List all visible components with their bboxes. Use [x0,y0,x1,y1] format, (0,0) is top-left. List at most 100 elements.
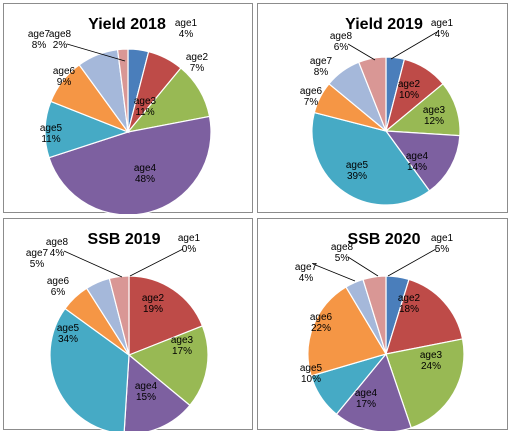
data-label-age3: age3 11% [134,96,157,118]
leader-line-age1 [387,248,437,277]
pie-slice-age6 [307,286,387,377]
data-label-value: 7% [190,63,205,74]
data-label-value: 4% [50,248,65,259]
leader-line-age8 [63,250,123,278]
data-label-category: age8 [330,31,353,42]
chart-panel-yield-2019: Yield 2019 age1 4% age2 10% age3 12% age4 14% age… [257,3,508,213]
pie-slice-age5 [49,307,130,431]
leader-line-age1 [390,31,438,60]
data-label-value: 7% [304,97,319,108]
data-label-age6: age6 7% [300,86,323,108]
data-label-value: 19% [143,304,163,315]
data-label-age3: age3 24% [420,350,443,372]
data-label-value: 10% [301,374,321,385]
data-label-category: age4 [135,381,158,392]
data-label-age3: age3 12% [423,105,446,127]
data-label-age2: age2 7% [186,52,209,74]
data-label-age2: age2 10% [398,79,421,101]
data-label-age6: age6 9% [53,66,76,88]
data-label-category: age4 [134,163,157,174]
data-label-category: age2 [186,52,209,63]
data-label-category: age4 [406,151,429,162]
pie-chart-svg: Yield 2019 age1 4%age2 10%age3 12%age4 14%age… [300,16,461,206]
data-label-value: 9% [57,77,72,88]
chart-title: SSB 2020 [348,231,421,248]
leader-line-age8 [66,43,126,62]
chart-panel-ssb-2020: SSB 2020 age1 5% age2 18% age3 24% age4 17% age5 1… [257,218,508,431]
data-label-age5: age5 10% [300,363,323,385]
data-label-age4: age4 15% [135,381,158,403]
data-label-category: age3 [423,105,446,116]
data-label-age4: age4 17% [355,388,378,410]
pie-slice-age4 [48,115,212,214]
data-label-value: 18% [399,304,419,315]
data-label-age1: age1 5% [431,233,454,255]
data-label-age8: age8 5% [331,242,354,264]
data-label-category: age8 [331,242,354,253]
data-label-age5: age5 34% [57,323,80,345]
data-label-age7: age7 5% [26,248,49,270]
data-label-value: 5% [335,253,350,264]
data-label-value: 15% [136,392,156,403]
pie-slice-age2 [385,278,464,355]
data-label-age4: age4 48% [134,163,157,185]
data-label-category: age5 [40,123,63,134]
data-label-category: age5 [57,323,80,334]
data-label-age8: age8 4% [46,237,69,259]
data-label-value: 8% [314,67,329,78]
data-label-age7: age7 4% [295,262,318,284]
chart-title: Yield 2019 [345,16,423,33]
data-label-value: 14% [407,162,427,173]
data-label-category: age6 [310,312,333,323]
data-label-value: 4% [435,29,450,40]
data-label-category: age7 [28,29,51,40]
data-label-category: age5 [346,160,369,171]
data-label-category: age2 [142,293,165,304]
data-label-value: 24% [421,361,441,372]
data-label-age2: age2 19% [142,293,165,315]
data-label-value: 39% [347,171,367,182]
data-label-age5: age5 39% [346,160,369,182]
data-label-age7: age7 8% [310,56,333,78]
data-label-value: 34% [58,334,78,345]
data-label-category: age1 [175,18,198,29]
leader-line-age1 [129,248,184,277]
pie-slice-age4 [123,353,191,431]
data-label-value: 0% [182,244,197,255]
pie-slice-age3 [385,338,465,429]
data-label-value: 8% [32,40,47,51]
chart-panel-yield-2018: Yield 2018 age1 4% age2 7% age3 11% age4 48% age5… [3,3,253,214]
data-label-age8: age8 2% [49,29,72,51]
data-label-value: 4% [179,29,194,40]
data-label-value: 17% [172,346,192,357]
data-label-age7: age7 8% [28,29,51,51]
data-label-age3: age3 17% [171,335,194,357]
data-label-age4: age4 14% [406,151,429,173]
data-label-age1: age1 0% [178,233,201,255]
data-label-category: age6 [300,86,323,97]
pie-slice-age4 [335,352,412,431]
data-label-category: age6 [53,66,76,77]
pie-slice-age8 [362,275,387,355]
data-label-category: age8 [46,237,69,248]
pie-chart-svg: SSB 2019 age1 0% age2 19% age3 17% age4 15% age5 3… [26,231,209,431]
data-label-value: 17% [356,399,376,410]
pie-slice-age3 [127,325,209,407]
data-label-value: 5% [30,259,45,270]
pie-chart-svg: SSB 2020 age1 5%age2 18%age3 24%age4 17%age5 1… [295,231,465,431]
data-label-age2: age2 18% [398,293,421,315]
data-label-value: 22% [311,323,331,334]
data-label-category: age3 [420,350,443,361]
data-label-category: age5 [300,363,323,374]
data-label-category: age4 [355,388,378,399]
data-label-value: 6% [334,42,349,53]
pie-slice-age5 [311,111,431,206]
data-label-age1: age1 4% [431,18,454,40]
data-label-age6: age6 22% [310,312,333,334]
data-label-value: 48% [135,174,155,185]
data-label-category: age7 [26,248,49,259]
data-label-category: age3 [171,335,194,346]
data-label-value: 5% [435,244,450,255]
leader-line-age8 [347,43,376,61]
data-label-age8: age8 6% [330,31,353,53]
